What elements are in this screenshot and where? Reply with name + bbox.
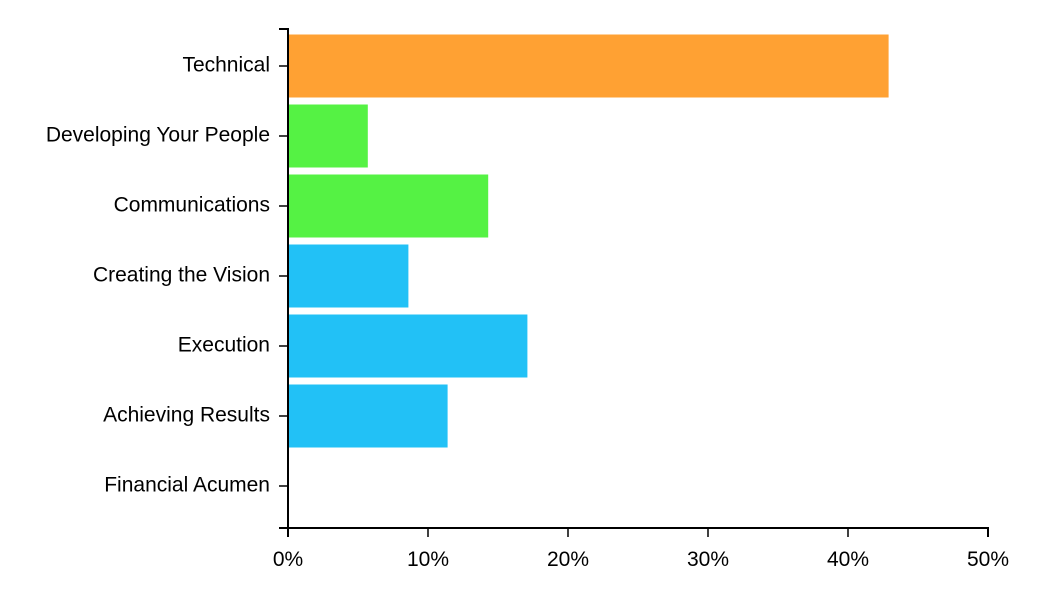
category-label-3: Creating the Vision: [93, 264, 270, 287]
category-label-6: Financial Acumen: [104, 474, 270, 497]
x-tick-label-0: 0%: [273, 548, 303, 571]
category-label-1: Developing Your People: [46, 124, 270, 147]
x-tick-label-1: 10%: [407, 548, 449, 571]
bar-4: [288, 314, 528, 378]
y-axis-line: [279, 28, 289, 529]
x-axis-line: [287, 527, 989, 537]
y-axis: Technical Developing Your People Communica…: [46, 28, 289, 529]
category-label-4: Execution: [178, 334, 270, 357]
bars-layer: [288, 34, 889, 448]
x-tick-label-3: 30%: [687, 548, 729, 571]
bar-1: [288, 104, 368, 168]
bar-3: [288, 244, 409, 308]
bar-0: [288, 34, 889, 98]
x-tick-label-5: 50%: [967, 548, 1009, 571]
bar-5: [288, 384, 448, 448]
x-axis: 0% 10% 20% 30% 40% 50%: [273, 527, 1009, 571]
category-label-5: Achieving Results: [103, 404, 270, 427]
x-tick-label-4: 40%: [827, 548, 869, 571]
category-label-2: Communications: [114, 194, 270, 217]
bar-2: [288, 174, 489, 238]
x-tick-label-2: 20%: [547, 548, 589, 571]
category-label-0: Technical: [182, 54, 270, 77]
